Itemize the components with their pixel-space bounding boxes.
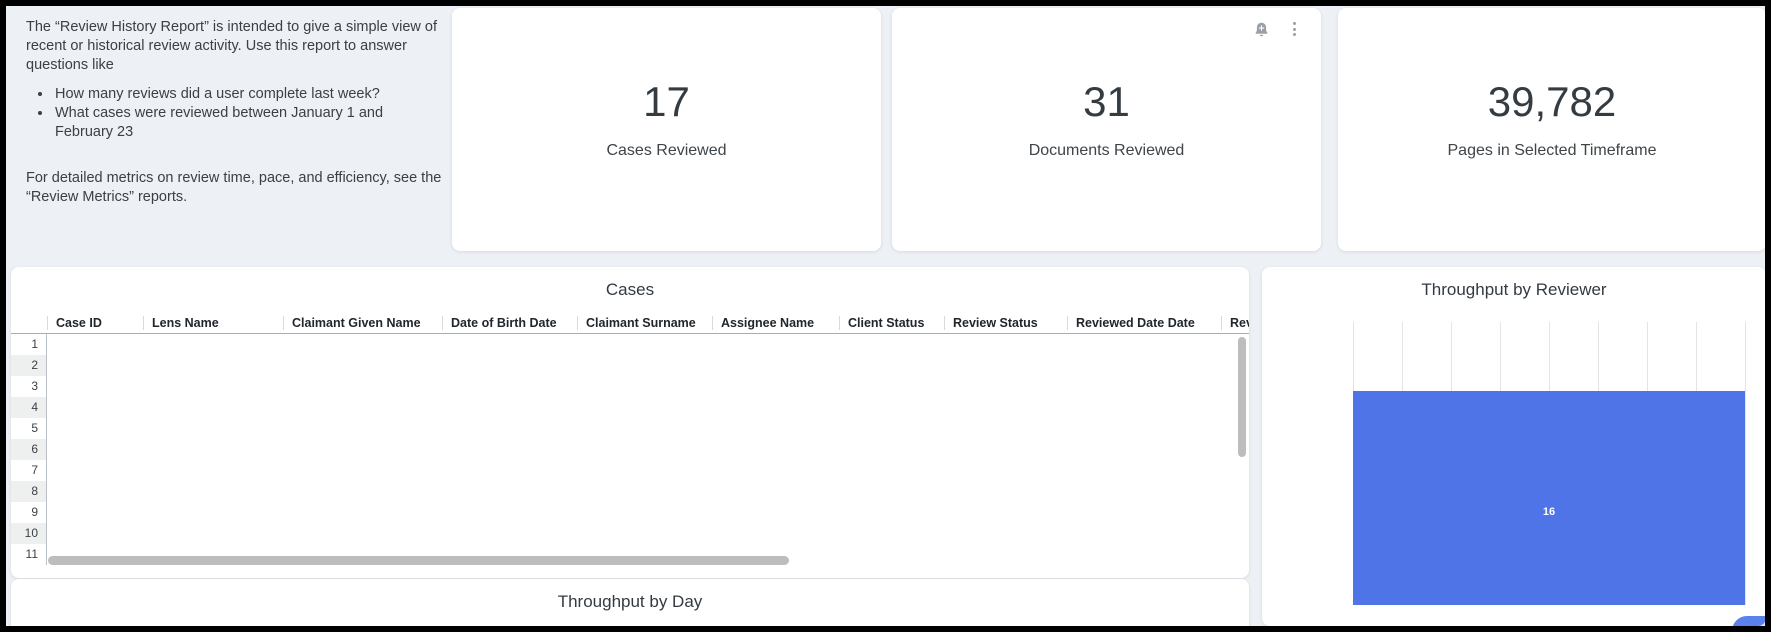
cases-table-title: Cases	[605, 280, 655, 299]
row-number-gutter: 1 2 3 4 5 6 7 8 9 10 11	[11, 334, 47, 565]
review-history-dashboard: The “Review History Report” is intended …	[6, 6, 1765, 626]
row-number: 8	[11, 481, 46, 502]
column-header-reviewed-date-date[interactable]: Reviewed Date Date	[1067, 315, 1221, 330]
report-description-bullet: How many reviews did a user complete las…	[53, 85, 444, 104]
kpi-card-documents-reviewed: 31 Documents Reviewed	[892, 8, 1321, 251]
bell-plus-icon[interactable]	[1252, 20, 1270, 38]
column-header-claimant-given-name[interactable]: Claimant Given Name	[283, 315, 442, 330]
kpi-label: Pages in Selected Timeframe	[1447, 141, 1657, 159]
cases-table-panel: Cases Case ID Lens Name Claimant Given N…	[11, 267, 1249, 578]
column-header-case-id[interactable]: Case ID	[47, 315, 143, 330]
column-header-rev-truncated[interactable]: Rev	[1221, 315, 1249, 330]
column-header-claimant-surname[interactable]: Claimant Surname	[577, 315, 712, 330]
throughput-by-day-panel: Throughput by Day	[11, 579, 1249, 626]
report-description-bullet: What cases were reviewed between January…	[53, 104, 444, 142]
row-number: 4	[11, 397, 46, 418]
report-description: The “Review History Report” is intended …	[26, 18, 444, 207]
kpi-label: Documents Reviewed	[1028, 141, 1185, 159]
row-number: 1	[11, 334, 46, 355]
floating-corner-bubble[interactable]	[1732, 616, 1765, 626]
card-toolbar	[1252, 20, 1303, 38]
column-header-assignee-name[interactable]: Assignee Name	[712, 315, 839, 330]
kebab-menu-icon[interactable]	[1285, 20, 1303, 38]
vertical-scrollbar-thumb[interactable]	[1238, 337, 1246, 457]
column-header-review-status[interactable]: Review Status	[944, 315, 1067, 330]
row-number-header	[11, 316, 47, 330]
row-number: 6	[11, 439, 46, 460]
row-number: 7	[11, 460, 46, 481]
horizontal-scrollbar-thumb[interactable]	[48, 556, 789, 565]
cases-table-header-row: Case ID Lens Name Claimant Given Name Da…	[11, 312, 1249, 334]
kpi-card-pages-in-timeframe: 39,782 Pages in Selected Timeframe	[1338, 8, 1765, 251]
bar-value-label: 16	[1542, 506, 1556, 518]
kpi-value: 17	[643, 77, 690, 125]
row-number: 3	[11, 376, 46, 397]
row-number: 9	[11, 502, 46, 523]
throughput-by-day-title: Throughput by Day	[557, 592, 703, 611]
report-description-list: How many reviews did a user complete las…	[26, 85, 444, 142]
report-description-paragraph: The “Review History Report” is intended …	[26, 19, 437, 73]
column-header-date-of-birth-date[interactable]: Date of Birth Date	[442, 315, 577, 330]
kpi-card-cases-reviewed: 17 Cases Reviewed	[452, 8, 881, 251]
row-number: 11	[11, 544, 46, 565]
gridline	[1745, 322, 1746, 605]
row-number: 10	[11, 523, 46, 544]
throughput-by-reviewer-panel: Throughput by Reviewer 16	[1262, 267, 1765, 626]
throughput-by-reviewer-title: Throughput by Reviewer	[1421, 280, 1607, 299]
column-header-client-status[interactable]: Client Status	[839, 315, 944, 330]
row-number: 5	[11, 418, 46, 439]
row-number: 2	[11, 355, 46, 376]
kpi-label: Cases Reviewed	[606, 141, 727, 159]
kpi-value: 39,782	[1487, 77, 1617, 125]
kpi-value: 31	[1083, 77, 1130, 125]
column-header-lens-name[interactable]: Lens Name	[143, 315, 283, 330]
report-description-paragraph: For detailed metrics on review time, pac…	[26, 170, 442, 205]
reviewer-bar[interactable]: 16	[1353, 391, 1745, 605]
